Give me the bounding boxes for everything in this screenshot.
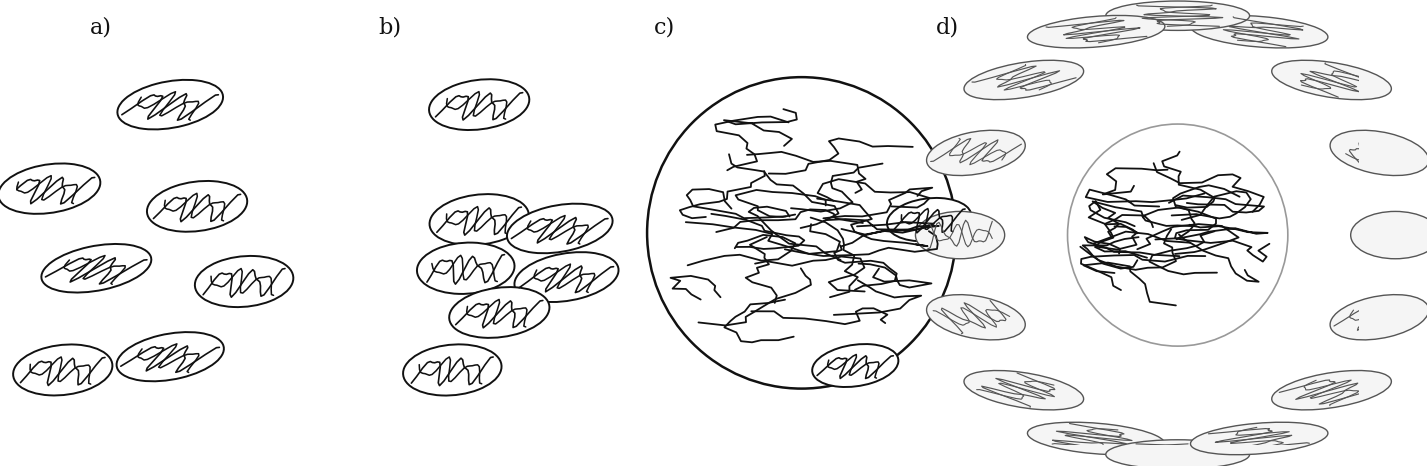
- Ellipse shape: [1190, 422, 1329, 455]
- Ellipse shape: [1271, 370, 1391, 410]
- Ellipse shape: [402, 344, 501, 396]
- Ellipse shape: [1106, 1, 1250, 30]
- Ellipse shape: [1330, 130, 1427, 176]
- Ellipse shape: [507, 204, 612, 253]
- Ellipse shape: [1271, 60, 1391, 100]
- Ellipse shape: [965, 60, 1083, 100]
- Ellipse shape: [13, 344, 113, 396]
- Ellipse shape: [430, 194, 529, 245]
- Ellipse shape: [430, 79, 529, 130]
- Ellipse shape: [965, 370, 1083, 410]
- Ellipse shape: [41, 244, 151, 293]
- Ellipse shape: [1027, 15, 1164, 48]
- Text: b): b): [378, 16, 401, 38]
- Ellipse shape: [916, 212, 1005, 259]
- Ellipse shape: [417, 243, 515, 294]
- Ellipse shape: [812, 344, 899, 387]
- Ellipse shape: [1027, 422, 1164, 455]
- Ellipse shape: [514, 252, 618, 302]
- Ellipse shape: [1106, 440, 1250, 466]
- Ellipse shape: [1067, 124, 1287, 346]
- Ellipse shape: [117, 80, 223, 130]
- Text: d): d): [936, 16, 959, 38]
- Ellipse shape: [0, 164, 100, 214]
- Ellipse shape: [888, 198, 972, 241]
- Ellipse shape: [1190, 15, 1329, 48]
- Ellipse shape: [646, 77, 956, 389]
- Ellipse shape: [117, 332, 224, 381]
- Ellipse shape: [1351, 212, 1427, 259]
- Ellipse shape: [195, 256, 294, 307]
- Ellipse shape: [450, 287, 549, 338]
- Ellipse shape: [1330, 295, 1427, 340]
- Text: a): a): [90, 16, 111, 38]
- Ellipse shape: [926, 130, 1025, 176]
- Ellipse shape: [926, 295, 1025, 340]
- Ellipse shape: [147, 181, 247, 232]
- Text: c): c): [654, 16, 675, 38]
